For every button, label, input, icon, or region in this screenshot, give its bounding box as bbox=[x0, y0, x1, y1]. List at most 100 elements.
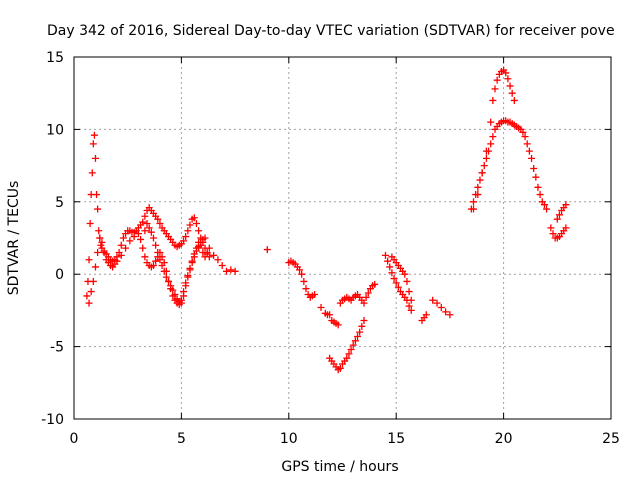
data-point bbox=[326, 311, 334, 319]
data-point bbox=[152, 257, 160, 265]
data-point bbox=[195, 243, 203, 251]
data-point bbox=[156, 256, 164, 264]
data-point bbox=[405, 302, 413, 310]
data-point bbox=[89, 277, 97, 285]
data-point bbox=[98, 238, 106, 246]
data-point bbox=[386, 263, 394, 271]
y-tick-label: 10 bbox=[46, 122, 64, 138]
data-point bbox=[491, 85, 499, 93]
data-point bbox=[91, 154, 99, 162]
data-point bbox=[371, 280, 379, 288]
data-point bbox=[562, 224, 570, 232]
data-point bbox=[334, 321, 342, 329]
data-point bbox=[354, 332, 362, 340]
data-point bbox=[493, 76, 501, 84]
data-point bbox=[433, 299, 441, 307]
data-point bbox=[476, 176, 484, 184]
series-pove-track-3 bbox=[141, 220, 209, 307]
data-point bbox=[390, 275, 398, 283]
data-point bbox=[93, 191, 101, 199]
data-point bbox=[401, 270, 409, 278]
data-point bbox=[347, 345, 355, 353]
y-tick-label: 0 bbox=[55, 267, 64, 283]
data-point bbox=[227, 266, 235, 274]
data-point bbox=[190, 214, 198, 222]
data-point bbox=[317, 304, 325, 312]
data-point bbox=[543, 205, 551, 213]
x-axis-label: GPS time / hours bbox=[281, 459, 398, 475]
data-point bbox=[130, 233, 138, 241]
data-point bbox=[192, 220, 200, 228]
data-point bbox=[470, 198, 478, 206]
data-point bbox=[553, 215, 561, 223]
data-point bbox=[364, 289, 372, 297]
data-point bbox=[345, 350, 353, 358]
data-point bbox=[407, 296, 415, 304]
data-point bbox=[429, 296, 437, 304]
y-tick-label: 5 bbox=[55, 195, 64, 211]
data-point bbox=[154, 215, 162, 223]
data-point bbox=[528, 154, 536, 162]
data-point bbox=[343, 354, 351, 362]
data-point bbox=[158, 262, 166, 270]
data-point bbox=[336, 364, 344, 372]
data-point bbox=[358, 322, 366, 330]
data-point bbox=[145, 224, 153, 232]
data-point bbox=[525, 147, 533, 155]
data-point bbox=[184, 227, 192, 235]
data-point bbox=[94, 248, 102, 256]
data-point bbox=[119, 234, 127, 242]
data-point bbox=[437, 304, 445, 312]
data-point bbox=[519, 128, 527, 136]
data-point bbox=[188, 259, 196, 267]
series-pove-track-10 bbox=[547, 201, 570, 242]
data-point bbox=[478, 169, 486, 177]
data-point bbox=[470, 205, 478, 213]
data-point bbox=[532, 173, 540, 181]
data-point bbox=[446, 311, 454, 319]
data-point bbox=[403, 277, 411, 285]
data-point bbox=[523, 140, 531, 148]
data-point bbox=[300, 277, 308, 285]
data-point bbox=[184, 273, 192, 281]
data-point bbox=[549, 230, 557, 238]
data-point bbox=[141, 227, 149, 235]
series-pove-track-5 bbox=[326, 317, 368, 374]
data-point bbox=[149, 234, 157, 242]
data-point bbox=[349, 341, 357, 349]
data-point bbox=[489, 96, 497, 104]
data-point bbox=[506, 82, 514, 90]
data-point bbox=[474, 183, 482, 191]
data-point bbox=[113, 257, 121, 265]
data-point bbox=[87, 288, 95, 296]
data-point bbox=[360, 299, 368, 307]
data-point bbox=[154, 248, 162, 256]
data-point bbox=[502, 69, 510, 77]
data-point bbox=[474, 191, 482, 199]
data-point bbox=[405, 288, 413, 296]
data-point bbox=[139, 244, 147, 252]
data-point bbox=[508, 89, 516, 97]
data-point bbox=[362, 293, 370, 301]
data-point bbox=[487, 140, 495, 148]
y-axis-label: SDTVAR / TECUs bbox=[6, 181, 22, 296]
data-point bbox=[134, 230, 142, 238]
y-tick-label: -10 bbox=[41, 412, 64, 428]
data-point bbox=[407, 306, 415, 314]
data-point bbox=[169, 286, 177, 294]
data-point bbox=[96, 234, 104, 242]
data-point bbox=[394, 283, 402, 291]
data-point bbox=[562, 201, 570, 209]
data-point bbox=[489, 133, 497, 141]
data-point bbox=[162, 273, 170, 281]
x-tick-label: 10 bbox=[280, 431, 298, 447]
series-pove-track-2 bbox=[85, 230, 239, 309]
data-point bbox=[201, 244, 209, 252]
data-point bbox=[381, 251, 389, 259]
y-tick-label: 15 bbox=[46, 50, 64, 66]
data-point bbox=[86, 220, 94, 228]
data-point bbox=[388, 269, 396, 277]
series-pove-track-1 bbox=[83, 131, 213, 300]
data-point bbox=[177, 299, 185, 307]
data-point bbox=[504, 75, 512, 83]
